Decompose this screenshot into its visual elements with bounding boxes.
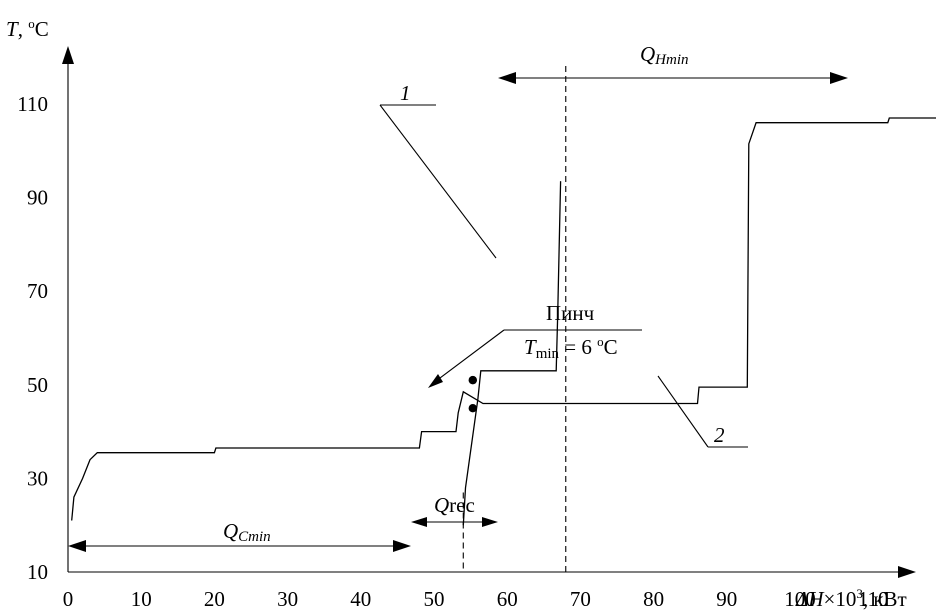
x-tick-label: 90 <box>716 587 737 611</box>
curve-1-label: 1 <box>400 81 411 105</box>
curve-2-callout <box>657 375 748 448</box>
y-tick-label: 50 <box>27 373 48 397</box>
x-tick-label: 10 <box>131 587 152 611</box>
pinch-tmin: Tmin = 6 oC <box>524 334 618 362</box>
y-tick-labels: 10 30 50 70 90 110 <box>17 92 48 584</box>
x-tick-label: 70 <box>570 587 591 611</box>
curve-2-label: 2 <box>714 423 725 447</box>
q-hmin-label: QHmin <box>640 42 689 68</box>
pinch-markers <box>468 375 477 413</box>
curve-1-callout <box>379 104 497 259</box>
dashed-guides <box>462 66 567 572</box>
x-tick-label: 60 <box>497 587 518 611</box>
y-tick-label: 90 <box>27 186 48 210</box>
curves <box>71 117 936 526</box>
pinch-point <box>468 375 477 385</box>
x-tick-label: 80 <box>643 587 664 611</box>
q-rec-label: Qrec <box>434 493 475 517</box>
x-tick-label: 20 <box>204 587 225 611</box>
q-rec-arrow <box>411 517 498 527</box>
y-axis-label: T, oC <box>6 16 49 41</box>
y-axis-arrow <box>62 46 74 64</box>
pinch-callout <box>428 329 642 388</box>
x-tick-label: 50 <box>424 587 445 611</box>
curve-2-line <box>71 117 936 521</box>
x-tick-label: 100 <box>784 587 816 611</box>
x-tick-label: 40 <box>350 587 371 611</box>
y-tick-label: 30 <box>27 466 48 490</box>
q-cmin-arrow <box>68 540 411 552</box>
x-axis-label: ΔH×103, кВт <box>795 586 907 611</box>
x-tick-label: 30 <box>277 587 298 611</box>
x-tick-label: 0 <box>63 587 74 611</box>
pinch-point <box>468 404 477 413</box>
y-tick-label: 70 <box>27 279 48 303</box>
x-tick-label: 110 <box>858 587 889 611</box>
x-tick-labels: 0 10 20 30 40 50 60 70 80 90 100 110 <box>63 587 889 611</box>
q-hmin-arrow <box>498 72 848 84</box>
y-tick-label: 110 <box>17 92 48 116</box>
y-tick-label: 10 <box>27 560 48 584</box>
x-axis-arrow <box>898 566 916 578</box>
q-cmin-label: QCmin <box>223 519 271 545</box>
curve-1-line <box>462 181 562 526</box>
pinch-title: Пинч <box>546 301 595 325</box>
